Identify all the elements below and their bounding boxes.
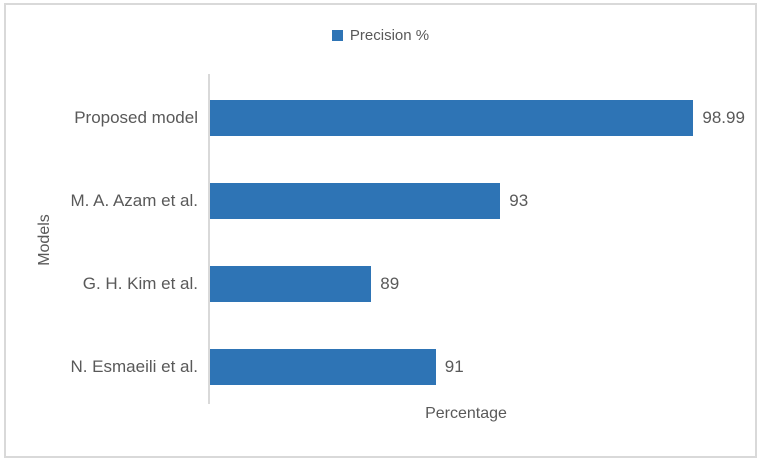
chart-border <box>4 3 757 458</box>
bar <box>210 265 372 302</box>
value-label: 93 <box>509 190 529 210</box>
value-label: 98.99 <box>702 107 745 127</box>
bar <box>210 182 501 219</box>
category-label: Proposed model <box>74 107 198 127</box>
value-label: 91 <box>444 356 464 376</box>
legend-swatch <box>331 30 343 41</box>
y-axis-title: Models <box>36 214 53 266</box>
legend-label: Precision % <box>349 27 430 44</box>
legend: Precision % <box>0 27 761 44</box>
category-label: N. Esmaeili et al. <box>70 356 198 376</box>
category-label: G. H. Kim et al. <box>82 273 198 293</box>
y-axis-line <box>208 74 210 404</box>
bar <box>210 99 694 136</box>
bar <box>210 348 436 385</box>
value-label: 89 <box>380 273 400 293</box>
x-axis-title: Percentage <box>425 405 507 422</box>
category-label: M. A. Azam et al. <box>70 190 198 210</box>
